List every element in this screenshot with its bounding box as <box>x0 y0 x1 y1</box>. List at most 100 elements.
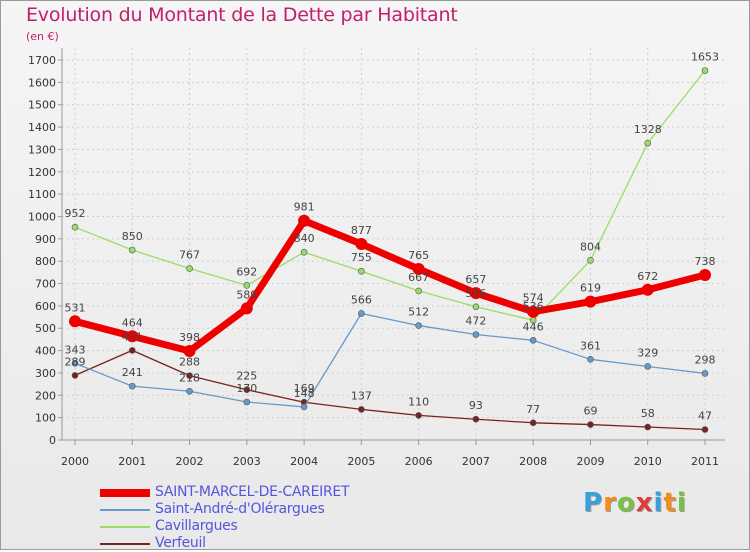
chart-title: Evolution du Montant de la Dette par Hab… <box>26 4 458 26</box>
data-label: 137 <box>351 389 372 402</box>
legend-swatch <box>100 489 150 497</box>
data-label: 329 <box>637 346 658 359</box>
series-line-1 <box>74 312 706 408</box>
y-tick-label: 100 <box>35 412 56 425</box>
data-label: 767 <box>179 249 200 262</box>
data-point <box>644 139 652 147</box>
data-point <box>472 303 480 311</box>
y-tick-label: 600 <box>35 300 56 313</box>
data-point <box>587 421 594 428</box>
data-point <box>128 246 136 254</box>
data-point <box>186 372 193 379</box>
data-label: 619 <box>580 282 601 295</box>
data-label: 981 <box>294 201 315 214</box>
data-point <box>701 370 709 377</box>
x-tick-label: 2001 <box>118 455 146 468</box>
data-point <box>71 223 79 231</box>
data-point <box>358 267 365 275</box>
data-label: 667 <box>408 271 429 284</box>
data-point <box>641 283 654 296</box>
data-label: 446 <box>523 320 544 333</box>
data-label: 361 <box>580 339 601 352</box>
x-tick-label: 2006 <box>405 455 433 468</box>
data-label: 148 <box>294 387 315 400</box>
series-line-0 <box>71 217 709 355</box>
data-point <box>584 295 597 308</box>
data-point <box>69 315 81 328</box>
data-label: 738 <box>695 255 716 268</box>
y-tick-label: 700 <box>35 278 56 291</box>
data-label: 850 <box>122 230 143 243</box>
x-tick-label: 2009 <box>576 455 604 468</box>
data-point <box>128 382 136 390</box>
x-tick-label: 2010 <box>634 455 662 468</box>
data-label: 288 <box>179 356 200 369</box>
y-tick-label: 300 <box>35 367 56 380</box>
y-tick-label: 1700 <box>28 54 56 67</box>
legend-swatch <box>100 543 150 545</box>
data-point <box>701 426 709 433</box>
data-point <box>71 360 79 367</box>
data-point <box>300 248 308 256</box>
y-tick-label: 900 <box>35 233 56 246</box>
data-point <box>243 282 251 289</box>
data-label: 589 <box>236 288 257 301</box>
data-label: 169 <box>294 382 315 395</box>
x-tick-label: 2005 <box>347 455 375 468</box>
data-label: 47 <box>698 409 712 422</box>
y-tick-label: 1600 <box>28 76 56 89</box>
data-label: 343 <box>65 343 86 356</box>
data-label: 69 <box>583 405 597 418</box>
data-point <box>243 386 251 394</box>
data-point <box>186 265 193 272</box>
data-point <box>240 302 253 315</box>
y-tick-label: 1500 <box>28 99 56 112</box>
data-label: 765 <box>408 249 429 262</box>
data-label: 401 <box>122 330 143 343</box>
data-label: 298 <box>695 353 716 366</box>
x-tick-label: 2003 <box>233 455 261 468</box>
data-point <box>358 406 365 413</box>
x-tick-label: 2002 <box>176 455 204 468</box>
data-point <box>701 67 709 74</box>
data-point <box>71 372 79 379</box>
data-label: 574 <box>523 292 544 305</box>
data-point <box>183 345 196 358</box>
data-point <box>298 214 311 227</box>
data-label: 58 <box>641 407 655 420</box>
data-label: 1328 <box>634 123 662 136</box>
data-label: 110 <box>408 395 429 408</box>
data-point <box>644 423 652 431</box>
data-point <box>243 398 251 406</box>
data-point <box>587 356 594 363</box>
y-tick-label: 1400 <box>28 121 56 134</box>
x-tick-label: 2007 <box>462 455 490 468</box>
legend-swatch <box>100 509 150 511</box>
data-point <box>472 331 480 338</box>
data-point <box>469 287 482 300</box>
data-point <box>355 237 368 250</box>
data-point <box>300 403 308 411</box>
data-label: 464 <box>122 316 143 329</box>
data-label: 289 <box>65 355 86 368</box>
data-label: 536 <box>523 300 544 313</box>
data-label: 93 <box>469 399 483 412</box>
legend-label: Verfeuil <box>155 535 206 551</box>
data-label: 77 <box>526 403 540 416</box>
chart-subtitle: (en €) <box>26 30 59 43</box>
x-tick-label: 2008 <box>519 455 547 468</box>
proxiti-logo: Proxiti <box>583 488 687 518</box>
y-tick-label: 1000 <box>28 210 56 223</box>
series-line-2 <box>74 69 706 321</box>
data-label: 952 <box>65 207 86 220</box>
data-point <box>415 412 422 419</box>
legend-swatch <box>100 526 150 528</box>
y-tick-label: 1100 <box>28 188 56 201</box>
data-label: 1653 <box>691 51 719 64</box>
data-point <box>126 330 139 343</box>
data-point <box>128 347 136 354</box>
series-line-3 <box>74 349 706 431</box>
data-label: 566 <box>351 293 372 306</box>
